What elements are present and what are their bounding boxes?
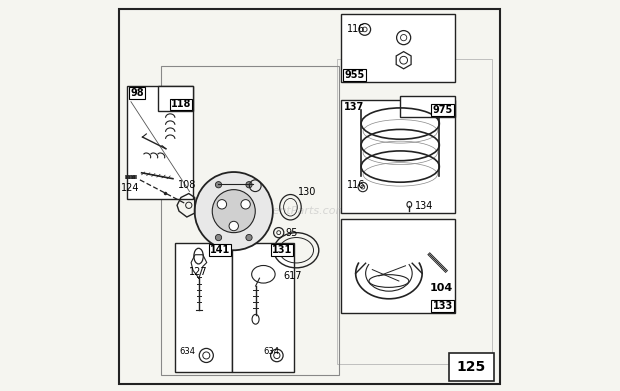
Bar	[449, 353, 494, 381]
Text: 125: 125	[457, 360, 486, 374]
Circle shape	[229, 221, 239, 231]
Text: 634: 634	[179, 347, 195, 356]
Circle shape	[217, 199, 226, 209]
Text: 116: 116	[347, 24, 366, 34]
Bar	[232, 243, 294, 372]
Text: 127: 127	[189, 267, 208, 277]
Text: 617: 617	[283, 271, 302, 281]
Text: 634: 634	[263, 347, 279, 356]
Bar	[127, 86, 193, 199]
Text: 137: 137	[344, 102, 365, 112]
Text: 141: 141	[210, 245, 230, 255]
Bar	[341, 219, 454, 313]
Circle shape	[246, 235, 252, 241]
Ellipse shape	[195, 172, 273, 250]
Circle shape	[215, 181, 221, 188]
Text: 108: 108	[178, 179, 196, 190]
Bar	[161, 66, 339, 375]
Text: 116: 116	[347, 180, 366, 190]
Circle shape	[246, 181, 252, 188]
Text: 975: 975	[433, 105, 453, 115]
Text: 118: 118	[171, 99, 192, 109]
Text: 124: 124	[121, 183, 140, 193]
Text: 131: 131	[272, 245, 293, 255]
Circle shape	[215, 235, 221, 241]
Bar	[400, 96, 454, 117]
Ellipse shape	[212, 190, 255, 233]
Bar	[157, 86, 193, 111]
Text: 130: 130	[298, 187, 317, 197]
Bar	[175, 243, 232, 372]
Text: eReplacementParts.com: eReplacementParts.com	[211, 206, 347, 216]
Text: 98: 98	[130, 88, 144, 98]
Text: 95: 95	[285, 228, 298, 238]
Text: 104: 104	[430, 283, 453, 293]
Circle shape	[241, 199, 250, 209]
Bar	[341, 14, 454, 82]
Text: 955: 955	[344, 70, 365, 80]
Bar	[337, 59, 492, 364]
Bar	[341, 100, 454, 213]
Text: 133: 133	[433, 301, 453, 311]
Text: 134: 134	[415, 201, 433, 211]
